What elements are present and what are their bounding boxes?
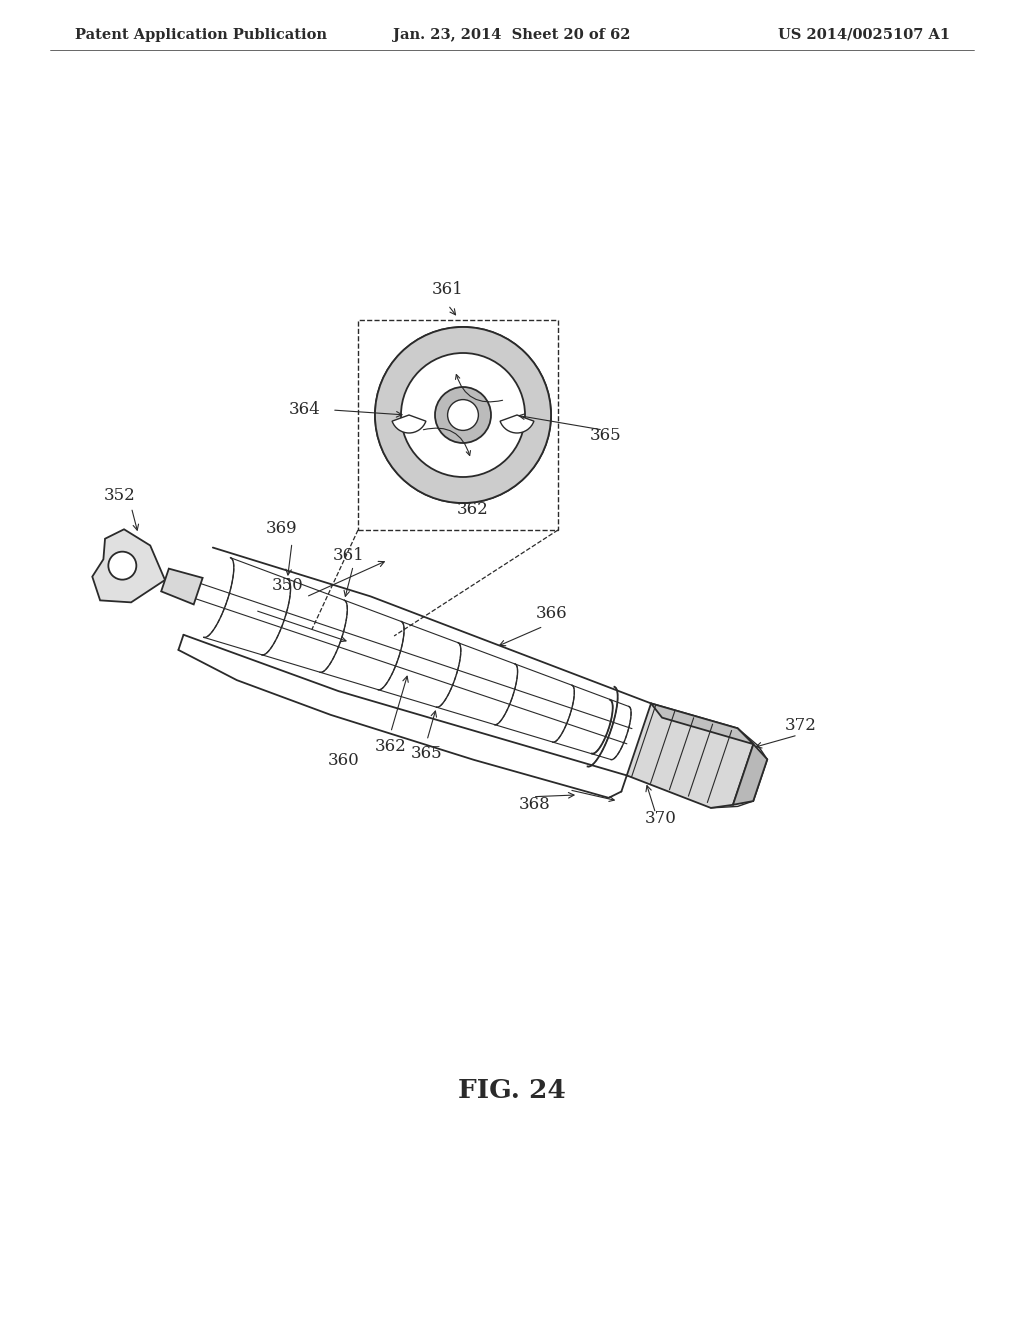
Circle shape: [375, 327, 551, 503]
Text: 372: 372: [784, 717, 817, 734]
Polygon shape: [161, 569, 203, 605]
Text: 369: 369: [266, 520, 298, 537]
Text: 362: 362: [457, 502, 488, 519]
Circle shape: [435, 387, 490, 444]
Text: Patent Application Publication: Patent Application Publication: [75, 28, 327, 42]
Text: 360: 360: [328, 751, 359, 768]
Polygon shape: [733, 744, 767, 805]
Text: 365: 365: [411, 744, 442, 762]
Circle shape: [109, 552, 136, 579]
Text: 366: 366: [536, 605, 567, 622]
Bar: [358, 319, 558, 531]
Text: 361: 361: [432, 281, 464, 298]
Text: 352: 352: [103, 487, 135, 504]
Polygon shape: [651, 704, 754, 744]
Text: 361: 361: [333, 548, 365, 564]
Text: US 2014/0025107 A1: US 2014/0025107 A1: [778, 28, 950, 42]
Text: 368: 368: [519, 796, 551, 813]
Text: Jan. 23, 2014  Sheet 20 of 62: Jan. 23, 2014 Sheet 20 of 62: [393, 28, 631, 42]
Text: 362: 362: [375, 738, 407, 755]
Wedge shape: [392, 414, 426, 433]
Text: 364: 364: [289, 401, 321, 418]
Text: 365: 365: [590, 426, 622, 444]
Circle shape: [401, 352, 525, 477]
Text: 350: 350: [272, 577, 304, 594]
Text: 370: 370: [645, 810, 677, 826]
Circle shape: [447, 400, 478, 430]
Wedge shape: [500, 414, 534, 433]
Polygon shape: [627, 704, 754, 808]
Text: FIG. 24: FIG. 24: [458, 1077, 566, 1102]
Polygon shape: [92, 529, 165, 602]
